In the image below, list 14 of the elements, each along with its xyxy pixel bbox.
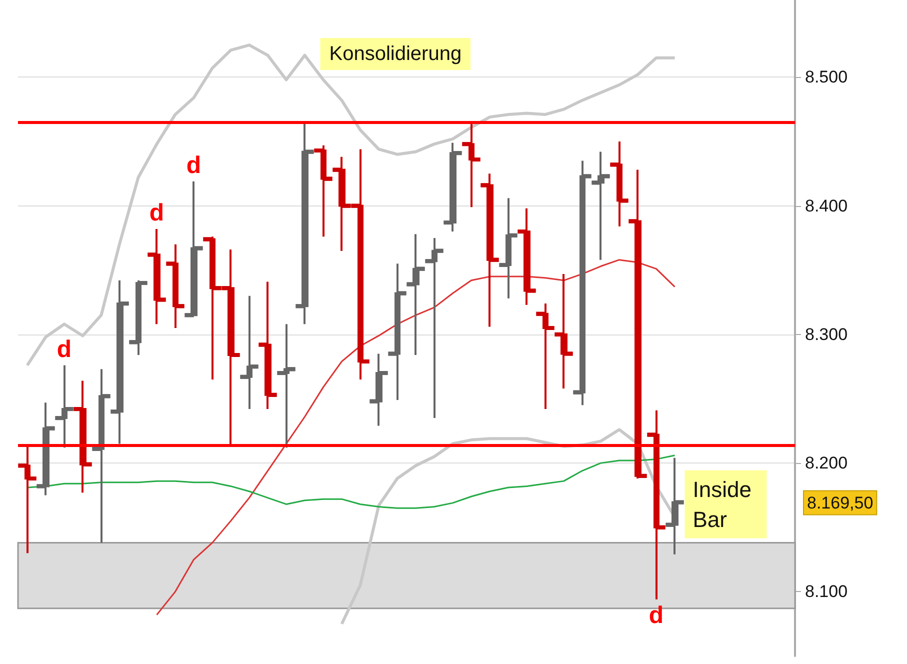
- y-tick-label: 8.200: [805, 454, 848, 473]
- text: d: [56, 336, 72, 363]
- text: d: [648, 602, 664, 629]
- text: 8.169,50: [807, 493, 874, 512]
- text: d: [186, 152, 202, 179]
- y-tick-label: 8.100: [805, 582, 848, 602]
- line-series: [26, 454, 676, 509]
- y-tick-label: 8.500: [805, 68, 848, 87]
- y-tick-label: 8.400: [805, 196, 848, 216]
- text: Inside Bar: [692, 476, 758, 532]
- y-tick-label: 8.300: [805, 324, 848, 344]
- line-series: [26, 44, 676, 367]
- text: d: [149, 199, 164, 226]
- annotation: Konsolidierung: [329, 43, 462, 65]
